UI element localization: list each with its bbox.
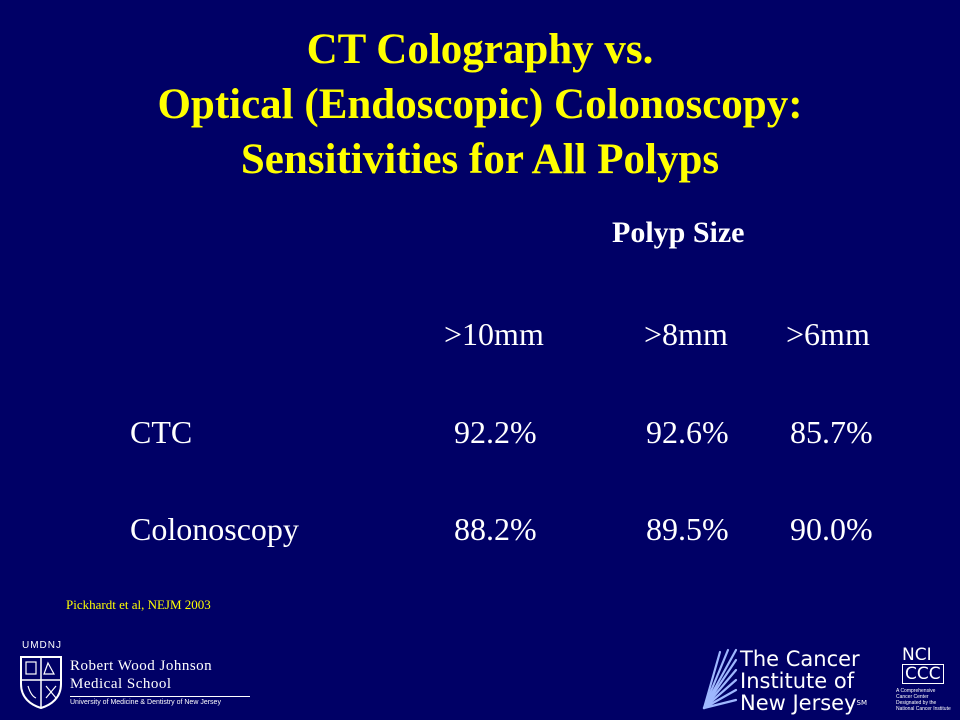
colonoscopy-value-10mm: 88.2%	[454, 511, 537, 547]
cinj-line-2: Institute of	[740, 669, 855, 693]
column-header-6mm: >6mm	[786, 316, 870, 352]
cinj-line-3: New Jersey	[740, 691, 857, 715]
sunburst-icon	[702, 648, 738, 710]
title-line-2: Optical (Endoscopic) Colonoscopy:	[157, 81, 803, 128]
colonoscopy-value-8mm: 89.5%	[646, 511, 729, 547]
polyp-size-heading: Polyp Size	[612, 216, 745, 249]
column-header-8mm: >8mm	[644, 316, 728, 352]
column-header-10mm: >10mm	[444, 316, 544, 352]
citation: Pickhardt et al, NEJM 2003	[66, 597, 211, 612]
cinj-servicemark: SM	[856, 699, 867, 707]
shield-icon	[20, 656, 62, 710]
ctc-value-8mm: 92.6%	[646, 414, 729, 450]
rwj-divider	[70, 696, 250, 697]
nci-subtitle: A Comprehensive Cancer Center Designated…	[896, 688, 951, 712]
row-label-colonoscopy: Colonoscopy	[130, 511, 299, 547]
ctc-value-6mm: 85.7%	[790, 414, 873, 450]
title-line-3: Sensitivities for All Polyps	[240, 136, 720, 183]
nci-ccc-badge: NCI CCC A Comprehensive Cancer Center De…	[894, 640, 952, 714]
cinj-logo-text: The Cancer Institute of New JerseySM	[740, 648, 867, 714]
nci-text: NCI	[902, 645, 932, 665]
cinj-line-1: The Cancer	[740, 647, 860, 671]
ccc-text: CCC	[902, 664, 944, 684]
rwj-subtitle: University of Medicine & Dentistry of Ne…	[70, 699, 221, 706]
rwj-line-2: Medical School	[70, 676, 172, 692]
title-line-1: CT Colography vs.	[306, 26, 654, 73]
umdnj-label: UMDNJ	[22, 640, 62, 651]
row-label-ctc: CTC	[130, 414, 193, 450]
rwj-line-1: Robert Wood Johnson	[70, 658, 213, 674]
slide-title: CT Colography vs. Optical (Endoscopic) C…	[0, 22, 960, 187]
ctc-value-10mm: 92.2%	[454, 414, 537, 450]
colonoscopy-value-6mm: 90.0%	[790, 511, 873, 547]
umdnj-logo: UMDNJ Robert Wood Johnson Medical School…	[14, 640, 254, 712]
